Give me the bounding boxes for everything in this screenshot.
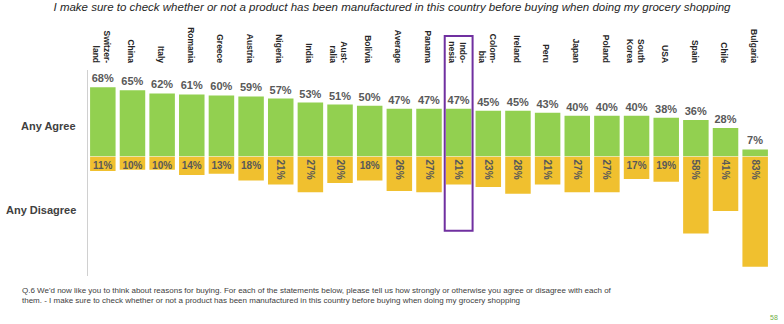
svg-text:27%: 27% bbox=[305, 160, 316, 180]
svg-text:India: India bbox=[304, 43, 314, 63]
svg-text:I make sure to check whether o: I make sure to check whether or not a pr… bbox=[54, 1, 732, 13]
svg-text:53%: 53% bbox=[299, 88, 321, 100]
svg-text:13%: 13% bbox=[211, 160, 231, 171]
svg-text:China: China bbox=[126, 39, 136, 63]
svg-text:23%: 23% bbox=[483, 160, 494, 180]
svg-text:65%: 65% bbox=[121, 75, 143, 87]
svg-text:21%: 21% bbox=[542, 160, 553, 180]
svg-text:60%: 60% bbox=[210, 80, 232, 92]
svg-text:Aust-ralia: Aust-ralia bbox=[328, 41, 349, 63]
svg-text:27%: 27% bbox=[601, 160, 612, 180]
svg-text:Peru: Peru bbox=[541, 44, 551, 63]
svg-text:Average: Average bbox=[393, 30, 403, 64]
svg-text:40%: 40% bbox=[596, 101, 618, 113]
svg-text:57%: 57% bbox=[270, 84, 292, 96]
svg-text:SouthKorea: SouthKorea bbox=[625, 39, 646, 63]
svg-text:Panama: Panama bbox=[423, 30, 433, 63]
svg-text:Q.6 We'd now like you to think: Q.6 We'd now like you to think about rea… bbox=[22, 286, 612, 305]
svg-text:Colom-bia: Colom-bia bbox=[477, 34, 498, 64]
svg-text:Bulgaria: Bulgaria bbox=[749, 29, 759, 63]
svg-text:41%: 41% bbox=[720, 160, 731, 180]
svg-text:27%: 27% bbox=[424, 160, 435, 180]
svg-text:7%: 7% bbox=[747, 134, 763, 146]
svg-text:45%: 45% bbox=[507, 96, 529, 108]
svg-text:Any Agree: Any Agree bbox=[21, 120, 76, 132]
svg-text:40%: 40% bbox=[566, 101, 588, 113]
svg-text:Greece: Greece bbox=[215, 34, 225, 63]
svg-text:Japan: Japan bbox=[571, 38, 581, 63]
svg-text:21%: 21% bbox=[453, 160, 464, 180]
svg-text:36%: 36% bbox=[685, 105, 707, 117]
svg-text:18%: 18% bbox=[360, 160, 380, 171]
svg-text:USA: USA bbox=[660, 45, 670, 63]
svg-text:28%: 28% bbox=[714, 113, 736, 125]
svg-text:11%: 11% bbox=[93, 160, 113, 171]
svg-text:45%: 45% bbox=[477, 96, 499, 108]
svg-text:28%: 28% bbox=[512, 160, 523, 180]
svg-text:17%: 17% bbox=[627, 160, 647, 171]
svg-text:62%: 62% bbox=[151, 78, 173, 90]
svg-text:Romania: Romania bbox=[186, 27, 196, 63]
svg-text:Ireland: Ireland bbox=[512, 35, 522, 63]
svg-text:Spain: Spain bbox=[690, 40, 700, 63]
svg-text:61%: 61% bbox=[181, 79, 203, 91]
svg-text:Nigeria: Nigeria bbox=[274, 34, 284, 63]
svg-text:68%: 68% bbox=[92, 72, 114, 84]
svg-text:Austria: Austria bbox=[245, 34, 255, 64]
svg-text:38%: 38% bbox=[655, 103, 677, 115]
svg-text:Italy: Italy bbox=[156, 46, 166, 63]
svg-text:58%: 58% bbox=[690, 160, 701, 180]
svg-text:18%: 18% bbox=[241, 160, 261, 171]
svg-text:Chile: Chile bbox=[719, 42, 729, 63]
svg-text:50%: 50% bbox=[359, 91, 381, 103]
svg-text:47%: 47% bbox=[448, 94, 470, 106]
svg-text:47%: 47% bbox=[388, 94, 410, 106]
svg-text:20%: 20% bbox=[335, 160, 346, 180]
svg-text:10%: 10% bbox=[152, 160, 172, 171]
svg-text:26%: 26% bbox=[394, 160, 405, 180]
svg-text:47%: 47% bbox=[418, 94, 440, 106]
svg-text:14%: 14% bbox=[182, 160, 202, 171]
svg-text:19%: 19% bbox=[656, 160, 676, 171]
svg-text:59%: 59% bbox=[240, 81, 262, 93]
svg-text:83%: 83% bbox=[750, 160, 761, 180]
svg-text:Poland: Poland bbox=[601, 35, 611, 63]
svg-text:Any Disagree: Any Disagree bbox=[6, 204, 76, 216]
svg-text:Switzer-land: Switzer-land bbox=[91, 30, 112, 63]
svg-text:58: 58 bbox=[770, 314, 778, 321]
svg-text:21%: 21% bbox=[275, 160, 286, 180]
svg-text:Bolivia: Bolivia bbox=[363, 35, 373, 63]
svg-text:27%: 27% bbox=[572, 160, 583, 180]
svg-text:40%: 40% bbox=[625, 101, 647, 113]
svg-text:43%: 43% bbox=[536, 98, 558, 110]
svg-text:10%: 10% bbox=[122, 160, 142, 171]
svg-text:51%: 51% bbox=[329, 90, 351, 102]
svg-text:Indo-nesia: Indo-nesia bbox=[447, 41, 468, 63]
